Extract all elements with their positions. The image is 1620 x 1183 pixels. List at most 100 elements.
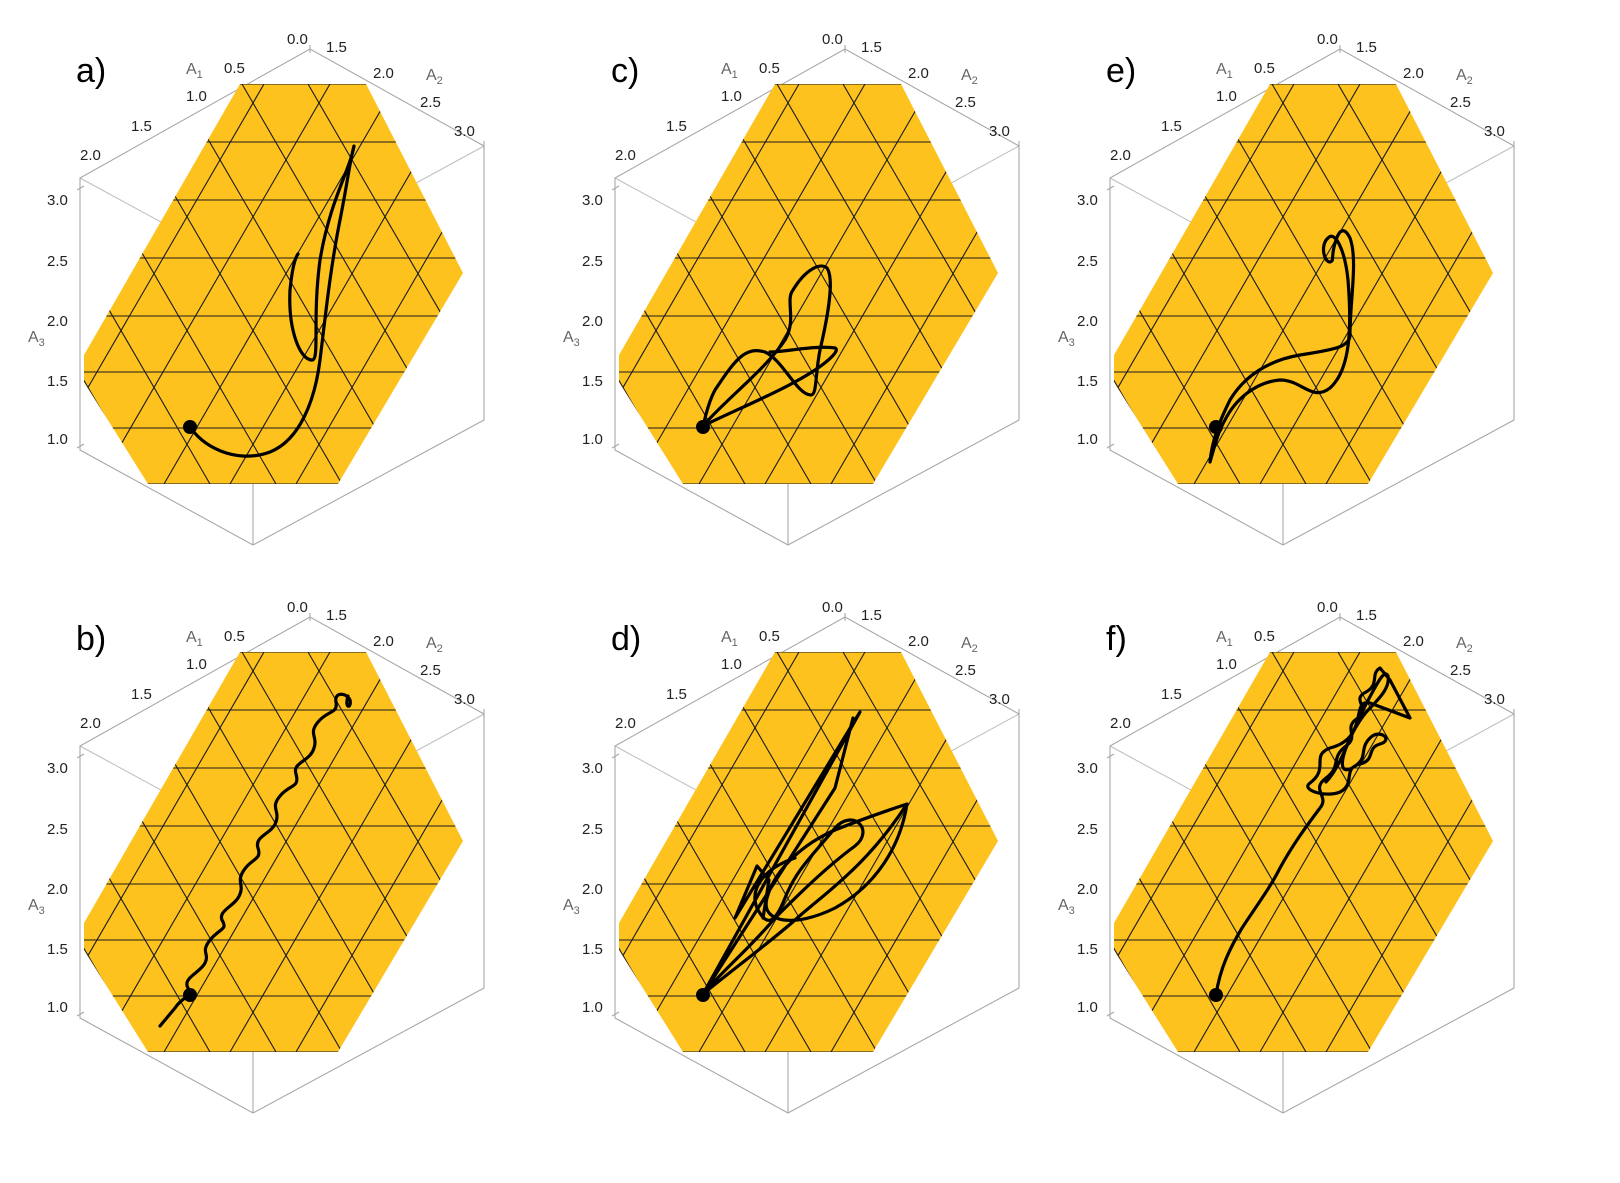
a3-tick: 2.0 (47, 313, 68, 330)
panel-a-axis-a1: A1 0.5 1.0 1.5 2.0 (80, 60, 245, 164)
a3-tick: 1.0 (47, 431, 68, 448)
a1-tick: 1.5 (1161, 118, 1182, 135)
panel-a: a) A1 0.5 1.0 1.5 2.0 0.0 1.5 2.0 2.5 3.… (0, 31, 660, 545)
a2-tick: 3.0 (989, 691, 1010, 708)
a3-axis-name: A3 (28, 897, 45, 917)
a3-tick: 2.0 (1077, 313, 1098, 330)
a2-tick: 2.0 (1403, 633, 1424, 650)
panel-d-axis-a1: A1 0.5 1.0 1.5 2.0 (615, 628, 780, 732)
a3-tick: 1.0 (47, 999, 68, 1016)
a1-tick: 0.5 (1254, 60, 1275, 77)
panel-f-axis-a2: 1.5 2.0 2.5 3.0 A2 (1356, 607, 1505, 708)
a2-tick: 3.0 (1484, 691, 1505, 708)
a2-tick: 2.5 (420, 662, 441, 679)
panel-d-axis-a3: 3.0 2.5 2.0 1.5 1.0 A3 (563, 760, 603, 1016)
a3-tick: 2.5 (47, 253, 68, 270)
a3-tick: 3.0 (47, 760, 68, 777)
a1-tick: 2.0 (80, 147, 101, 164)
a2-tick: 2.5 (955, 662, 976, 679)
a1-tick: 0.5 (224, 60, 245, 77)
a3-tick: 3.0 (1077, 192, 1098, 209)
a1-tick: 1.0 (721, 656, 742, 673)
panel-c: c) A1 0.5 1.0 1.5 2.0 0.0 1.5 2.0 2.5 3.… (381, 31, 1195, 545)
a3-tick: 2.5 (47, 821, 68, 838)
panel-e-axis-a1: A1 0.5 1.0 1.5 2.0 (1110, 60, 1275, 164)
a2-tick: 3.0 (454, 123, 475, 140)
a2-tick: 1.5 (861, 39, 882, 56)
a2-axis-name: A2 (961, 635, 978, 655)
a3-tick: 1.5 (47, 941, 68, 958)
panel-f-start-marker (1209, 988, 1223, 1002)
a3-tick: 2.0 (47, 881, 68, 898)
a3-tick: 2.5 (582, 253, 603, 270)
a3-tick: 1.5 (582, 941, 603, 958)
a1-tick: 0.5 (759, 60, 780, 77)
a1-tick: 1.5 (131, 686, 152, 703)
panel-c-plane-and-box (381, 45, 1195, 545)
a3-tick: 1.5 (1077, 373, 1098, 390)
panel-f-plane-and-box (876, 613, 1620, 1113)
a3-tick: 1.5 (47, 373, 68, 390)
a1-tick: 2.0 (1110, 715, 1131, 732)
a3-tick: 1.0 (1077, 431, 1098, 448)
panel-d-start-marker (696, 988, 710, 1002)
panel-e-start-marker (1209, 420, 1223, 434)
panel-e: e) A1 0.5 1.0 1.5 2.0 0.0 1.5 2.0 2.5 3.… (876, 31, 1620, 545)
a2-tick: 2.0 (908, 633, 929, 650)
a3-axis-name: A3 (1058, 897, 1075, 917)
panel-f-axis-a3: 3.0 2.5 2.0 1.5 1.0 A3 (1058, 760, 1098, 1016)
panel-f-axis-a1: A1 0.5 1.0 1.5 2.0 (1110, 628, 1275, 732)
panel-d: d) A1 0.5 1.0 1.5 2.0 0.0 1.5 2.0 2.5 3.… (381, 599, 1195, 1113)
panel-c-trajectory (701, 264, 838, 428)
a3-axis-name: A3 (563, 897, 580, 917)
a2-tick: 3.0 (454, 691, 475, 708)
a3-tick: 2.0 (582, 313, 603, 330)
a2-tick: 2.5 (420, 94, 441, 111)
a2-tick: 1.5 (861, 607, 882, 624)
a1-axis-name: A1 (186, 61, 203, 81)
a1-tick: 1.0 (1216, 88, 1237, 105)
a2-tick: 1.5 (1356, 39, 1377, 56)
a1-axis-name: A1 (1216, 629, 1233, 649)
panel-a-label: a) (76, 52, 106, 90)
panel-a-start-marker (183, 420, 197, 434)
panel-a-plane-and-box (0, 45, 660, 545)
origin-tick: 0.0 (1317, 31, 1338, 48)
panel-b-trajectory (158, 692, 352, 1028)
a2-tick: 1.5 (326, 607, 347, 624)
origin-tick: 0.0 (287, 599, 308, 616)
panel-d-axis-a2: 1.5 2.0 2.5 3.0 A2 (861, 607, 1010, 708)
a1-axis-name: A1 (1216, 61, 1233, 81)
panel-b-start-marker (183, 988, 197, 1002)
a1-tick: 1.5 (1161, 686, 1182, 703)
panel-f-label: f) (1106, 620, 1127, 658)
panel-e-axis-a3: 3.0 2.5 2.0 1.5 1.0 A3 (1058, 192, 1098, 448)
a3-tick: 2.0 (1077, 881, 1098, 898)
a2-tick: 2.5 (955, 94, 976, 111)
panel-b-axis-a2: 1.5 2.0 2.5 3.0 A2 (326, 607, 475, 708)
panel-b-plane-and-box (0, 613, 660, 1113)
a2-axis-name: A2 (1456, 635, 1473, 655)
panel-f-trajectory (1214, 666, 1412, 997)
a1-tick: 1.5 (666, 686, 687, 703)
a3-axis-name: A3 (563, 329, 580, 349)
a2-tick: 3.0 (989, 123, 1010, 140)
a3-tick: 1.0 (582, 999, 603, 1016)
a1-tick: 1.5 (131, 118, 152, 135)
a1-tick: 2.0 (615, 147, 636, 164)
panel-c-start-marker (696, 420, 710, 434)
a3-tick: 2.5 (1077, 253, 1098, 270)
panel-c-axis-a1: A1 0.5 1.0 1.5 2.0 (615, 60, 780, 164)
a1-tick: 2.0 (80, 715, 101, 732)
a3-tick: 1.0 (1077, 999, 1098, 1016)
a2-tick: 1.5 (326, 39, 347, 56)
a1-tick: 2.0 (615, 715, 636, 732)
a2-tick: 2.0 (373, 633, 394, 650)
a2-tick: 2.5 (1450, 662, 1471, 679)
panel-f: f) A1 0.5 1.0 1.5 2.0 0.0 1.5 2.0 2.5 3.… (876, 599, 1620, 1113)
panel-a-trajectory (188, 144, 356, 458)
panel-e-axis-a2: 1.5 2.0 2.5 3.0 A2 (1356, 39, 1505, 140)
panel-d-trajectory (701, 710, 909, 996)
origin-tick: 0.0 (822, 31, 843, 48)
